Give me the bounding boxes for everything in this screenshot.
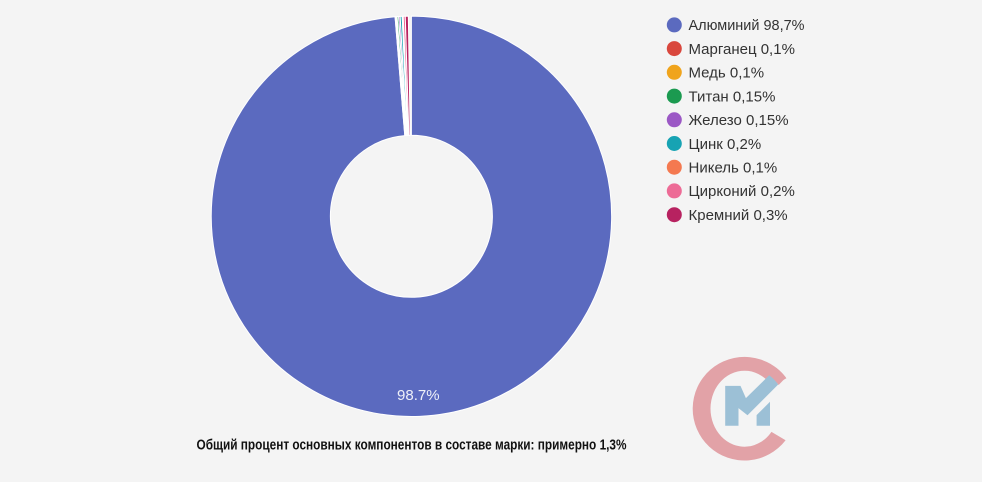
svg-text:Марганец 0,1%: Марганец 0,1% — [689, 41, 795, 58]
svg-text:98.7%: 98.7% — [397, 387, 440, 404]
svg-text:Никель 0,1%: Никель 0,1% — [689, 160, 778, 177]
svg-text:Железо 0,15%: Железо 0,15% — [689, 112, 789, 129]
svg-text:Кремний 0,3%: Кремний 0,3% — [689, 207, 788, 224]
svg-text:Титан 0,15%: Титан 0,15% — [689, 88, 776, 105]
svg-text:Общий процент основных компоне: Общий процент основных компонентов в сос… — [197, 438, 627, 454]
svg-text:Алюминий 98,7%: Алюминий 98,7% — [689, 17, 805, 34]
svg-text:Медь 0,1%: Медь 0,1% — [689, 65, 765, 82]
svg-text:Цинк 0,2%: Цинк 0,2% — [689, 136, 762, 153]
svg-text:Цирконий 0,2%: Цирконий 0,2% — [689, 183, 795, 200]
